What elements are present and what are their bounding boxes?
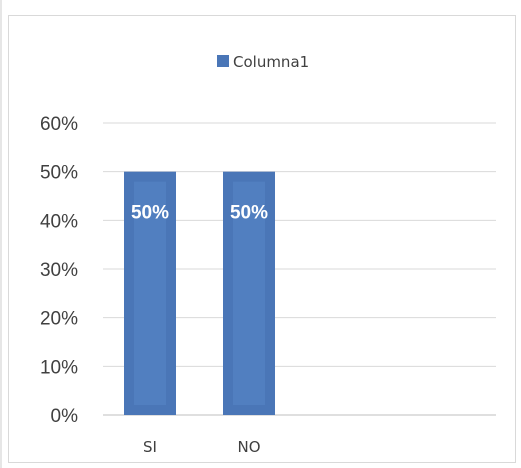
y-tick-label: 50% xyxy=(40,163,78,184)
bar-highlight xyxy=(134,181,166,405)
category-label: NO xyxy=(237,438,260,456)
frame-edge xyxy=(0,0,2,468)
y-tick-label: 60% xyxy=(40,114,78,135)
y-tick-label: 10% xyxy=(40,357,78,378)
y-tick-label: 30% xyxy=(40,260,78,281)
bars xyxy=(124,171,275,415)
y-axis-ticks: 0% 10% 20% 30% 40% 50% 60% xyxy=(40,114,78,427)
bar xyxy=(124,171,176,415)
bar xyxy=(223,171,275,415)
y-tick-label: 40% xyxy=(40,211,78,232)
legend-swatch xyxy=(217,55,229,67)
data-labels: 50% 50% xyxy=(131,203,268,224)
y-tick-label: 0% xyxy=(51,406,79,427)
category-label: SI xyxy=(143,438,157,456)
x-axis-categories: SI NO xyxy=(143,438,260,456)
legend-label: Columna1 xyxy=(233,53,309,71)
data-label: 50% xyxy=(230,203,268,224)
data-label: 50% xyxy=(131,203,169,224)
bar-highlight xyxy=(233,181,265,405)
legend: Columna1 xyxy=(217,53,309,71)
y-tick-label: 20% xyxy=(40,309,78,330)
